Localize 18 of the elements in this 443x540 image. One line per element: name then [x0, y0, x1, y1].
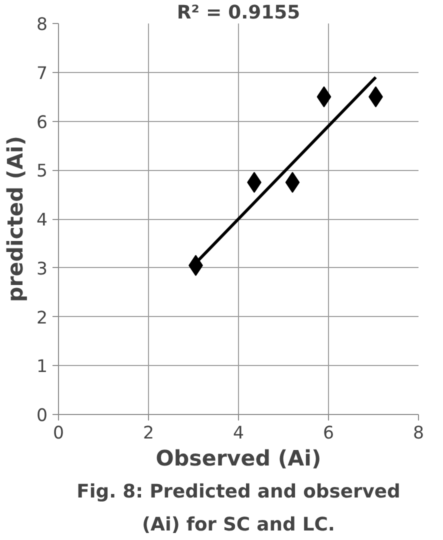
caption: Fig. 8: Predicted and observed (Ai) for SC and LC.	[76, 482, 400, 536]
x-tick-label: 2	[142, 424, 154, 444]
y-tick-label: 2	[36, 308, 48, 328]
y-tick-label: 5	[36, 162, 48, 182]
y-axis-title: predicted (Ai)	[3, 136, 28, 302]
y-tick-label: 7	[36, 64, 48, 84]
y-tick-label: 4	[36, 210, 48, 230]
x-tick-label: 8	[412, 424, 424, 444]
y-tick-label: 3	[36, 259, 48, 280]
x-tick-label: 0	[52, 424, 64, 444]
y-tick-label: 8	[36, 15, 48, 35]
x-tick-label: 6	[322, 424, 334, 444]
text: R² = 0.9155	[176, 2, 300, 24]
y-tick-label: 0	[36, 406, 48, 426]
y-tick-label: 6	[36, 112, 48, 133]
x-axis-title: Observed (Ai)	[156, 446, 322, 472]
x-tick-label: 4	[232, 424, 244, 444]
y-tick-label: 1	[36, 357, 48, 378]
